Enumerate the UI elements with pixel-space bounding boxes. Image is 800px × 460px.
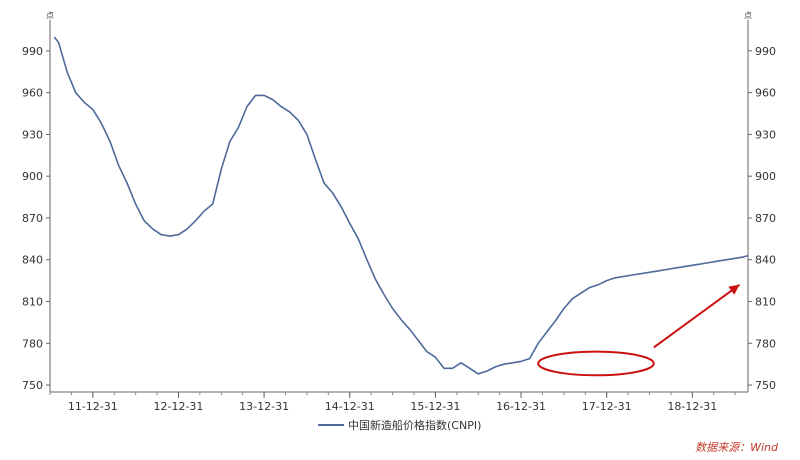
y-tick-label-left: 900: [22, 170, 43, 183]
y-tick-label-right: 810: [755, 296, 776, 309]
y-tick-label-left: 960: [22, 87, 43, 100]
y-tick-label-left: 990: [22, 45, 43, 58]
y-unit-label-left: 点: [46, 11, 54, 20]
legend: 中国新造船价格指数(CNPI): [318, 418, 481, 432]
y-tick-label-left: 810: [22, 296, 43, 309]
legend-label: 中国新造船价格指数(CNPI): [348, 418, 481, 432]
x-tick-label: 15-12-31: [410, 400, 460, 413]
trend-arrow-head: [728, 284, 740, 295]
y-tick-label-left: 840: [22, 254, 43, 267]
y-tick-label-right: 840: [755, 254, 776, 267]
series-line-cnpi: [53, 36, 749, 375]
x-tick-label: 18-12-31: [667, 400, 717, 413]
y-tick-label-right: 870: [755, 212, 776, 225]
y-tick-label-left: 930: [22, 128, 43, 141]
y-tick-label-left: 870: [22, 212, 43, 225]
x-tick-label: 11-12-31: [68, 400, 118, 413]
x-axis: 11-12-31 12-12-31 13-12-31 14-12-31 15-12-31…: [49, 392, 736, 413]
x-tick-label: 12-12-31: [153, 400, 203, 413]
y-tick-label-right: 750: [755, 379, 776, 392]
y-axis-right: 750 780 810 840 870 900 930 960 990: [748, 45, 776, 392]
plot-frame: 点点: [46, 11, 752, 393]
y-tick-label-left: 750: [22, 379, 43, 392]
y-unit-label-right: 点: [744, 11, 752, 20]
x-tick-label: 13-12-31: [239, 400, 289, 413]
x-tick-label: 17-12-31: [582, 400, 632, 413]
source-label: 数据来源：Wind: [695, 441, 779, 454]
y-axis-left: 750 780 810 840 870 900 930 960 990: [22, 45, 50, 392]
x-tick-label: 16-12-31: [496, 400, 546, 413]
y-tick-label-right: 780: [755, 337, 776, 350]
y-tick-label-right: 900: [755, 170, 776, 183]
series-layer: [53, 36, 749, 375]
annotations: [537, 283, 741, 377]
y-tick-label-right: 930: [755, 128, 776, 141]
y-tick-label-left: 780: [22, 337, 43, 350]
x-tick-label: 14-12-31: [325, 400, 375, 413]
highlight-ellipse: [537, 350, 655, 377]
trend-arrow-shaft: [653, 283, 741, 349]
y-tick-label-right: 960: [755, 87, 776, 100]
y-tick-label-right: 990: [755, 45, 776, 58]
